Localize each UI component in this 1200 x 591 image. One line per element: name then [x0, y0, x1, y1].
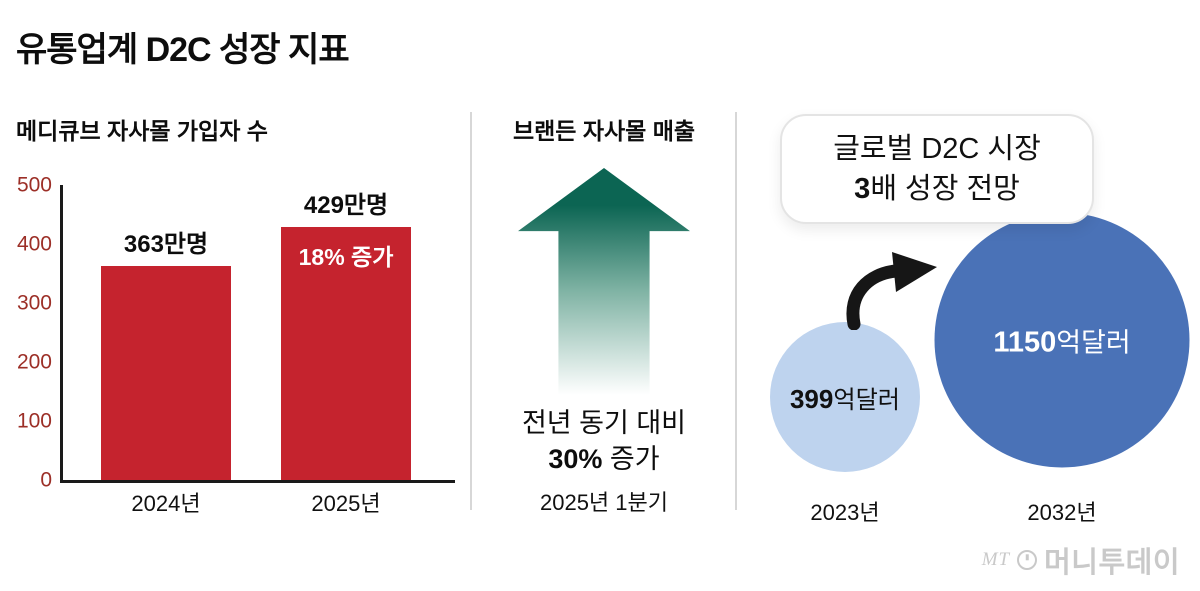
y-axis-tick-300: 300 [16, 291, 52, 315]
bar-2025-increase-label: 18% 증가 [298, 243, 394, 270]
x-category-2024: 2024년 [131, 491, 201, 516]
y-axis-tick-0: 0 [40, 468, 52, 492]
y-axis-tick-400: 400 [16, 232, 52, 256]
growth-arrow-head [892, 252, 937, 292]
arrow-annotation-line1: 전년 동기 대비 [521, 408, 687, 438]
bubble-2032-value: 1150억달러 [993, 321, 1130, 360]
bubble-2032: 1150억달러 [934, 212, 1190, 468]
growth-arrow-icon [846, 252, 937, 330]
watermark-brand-name: 머니투데이 [1044, 547, 1180, 579]
page-title: 유통업계 D2C 성장 지표 [16, 31, 350, 69]
forecast-callout-line1: 글로벌 D2C 시장 [833, 133, 1041, 165]
bar-2024-value-label: 363만명 [123, 230, 209, 258]
annotation-suffix: 증가 [602, 444, 660, 475]
bubble-2023-number: 399 [789, 383, 834, 414]
global-d2c-bubble-section: 글로벌 D2C 시장 3배 성장 전망 399억달러 1150억달러 2023년… [744, 100, 1200, 536]
branden-sales-section: 브랜든 자사몰 매출 전년 동기 대비 30% 증가 2025년 1분기 [488, 112, 720, 532]
x-category-2025: 2025년 [311, 491, 381, 516]
bubble-2023-category: 2023년 [810, 500, 880, 525]
bubble-2032-unit: 억달러 [1056, 327, 1131, 358]
watermark-mt-text: MT [981, 549, 1011, 570]
section-divider-1 [470, 112, 472, 510]
bubble-2032-number: 1150 [993, 326, 1057, 359]
arrow-chart-category: 2025년 1분기 [539, 490, 668, 515]
bubble-2023-value: 399억달러 [790, 380, 900, 415]
y-axis-tick-100: 100 [16, 409, 52, 433]
y-axis-tick-500: 500 [16, 173, 52, 197]
arrow-chart-title: 브랜든 자사몰 매출 [512, 118, 696, 144]
bar-chart-title: 메디큐브 자사몰 가입자 수 [16, 118, 268, 144]
y-axis-tick-200: 200 [16, 350, 52, 374]
bar-chart-plot-area: 0 100 200 300 400 500 18% 증가 363만명 429만명… [17, 175, 455, 515]
section-divider-2 [735, 112, 737, 510]
bar-2025-value-label: 429만명 [303, 191, 389, 219]
up-arrow-graphic [518, 168, 690, 402]
arrow-annotation: 전년 동기 대비 30% 증가 [488, 405, 720, 478]
bar-2025: 18% 증가 [281, 226, 411, 480]
bubble-2032-category: 2032년 [1027, 500, 1097, 525]
growth-arrow-shaft [846, 264, 903, 330]
forecast-callout-line2: 3배 성장 전망 [790, 169, 1084, 209]
moneytoday-watermark: MT 머니투데이 [982, 539, 1180, 581]
arrow-annotation-line2: 30% 증가 [488, 441, 720, 477]
callout-line2-rest: 배 성장 전망 [870, 173, 1020, 206]
moneytoday-clock-icon [1017, 550, 1038, 570]
bubble-2023: 399억달러 [770, 322, 920, 472]
bubble-2023-unit: 억달러 [833, 386, 901, 414]
forecast-callout: 글로벌 D2C 시장 3배 성장 전망 [780, 114, 1094, 225]
medicube-bar-chart-section: 메디큐브 자사몰 가입자 수 0 100 200 300 400 500 18%… [16, 112, 462, 532]
bar-2024 [101, 265, 231, 480]
annotation-value-bold: 30% [548, 444, 603, 475]
callout-multiplier-bold: 3 [854, 173, 871, 206]
